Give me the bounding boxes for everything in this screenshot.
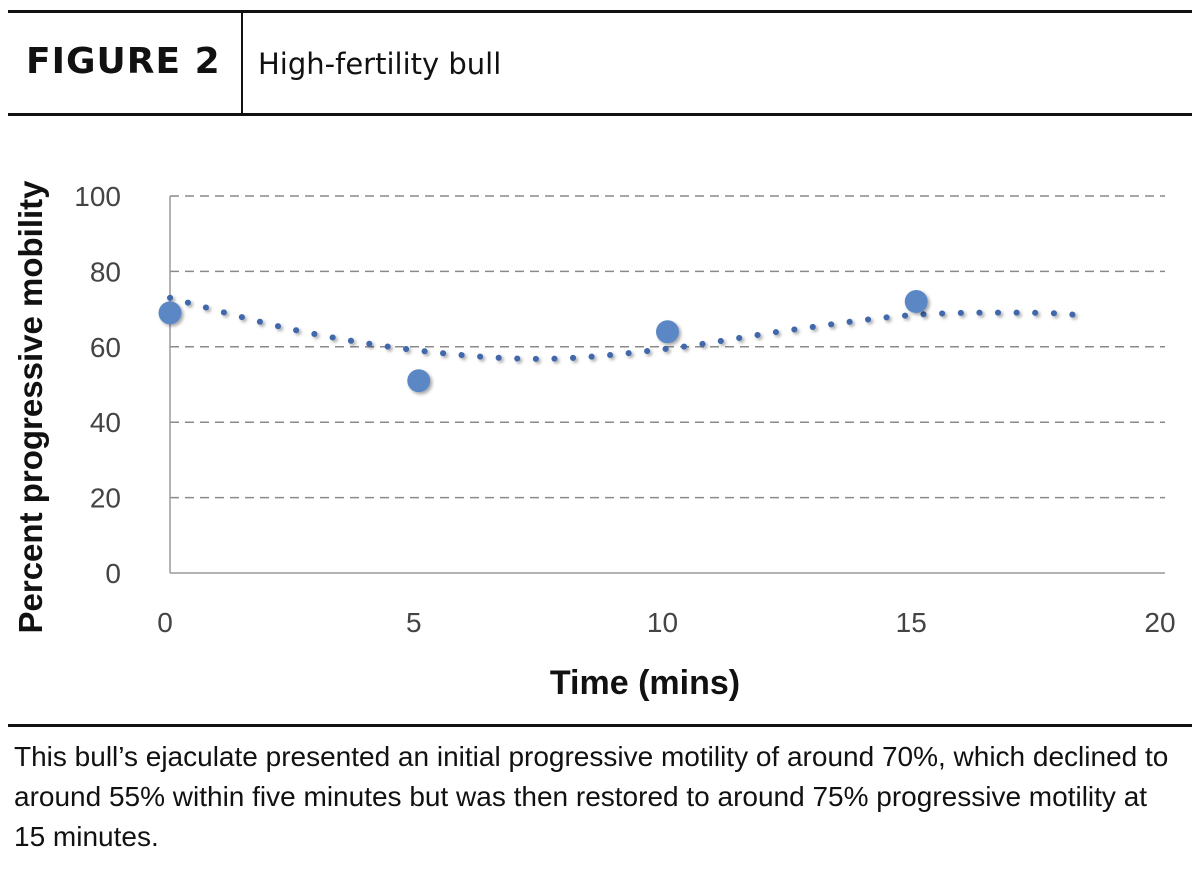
data-point [407,369,431,393]
y-axis-label: Percent progressive mobility [12,180,49,634]
y-tick-label: 0 [105,558,121,589]
header-divider [241,13,243,113]
x-tick-label: 0 [157,607,173,638]
figure-header: FIGURE 2 High-fertility bull [8,10,1192,116]
x-tick-label: 15 [896,607,927,638]
x-tick-label: 5 [406,607,422,638]
data-points [158,290,928,393]
figure-caption: This bull’s ejaculate presented an initi… [14,741,1169,852]
trendline [167,294,1094,362]
x-tick-label: 20 [1144,607,1175,638]
x-tick-label: 10 [647,607,678,638]
x-axis-label: Time (mins) [550,664,740,702]
y-tick-label: 40 [90,407,121,438]
x-tick-labels: 0 5 10 15 20 [157,607,1175,638]
data-point [904,290,928,314]
figure-label: FIGURE 2 [26,41,221,82]
axes [169,196,1165,574]
trendline-path [167,294,1094,362]
chart-svg: 0 20 40 60 80 100 0 5 10 15 20 Percent progressiv… [12,180,1176,702]
y-tick-label: 80 [90,256,121,287]
y-tick-label: 20 [90,483,121,514]
y-tick-labels: 0 20 40 60 80 100 [74,181,121,589]
data-point [656,320,679,344]
caption-divider [8,724,1192,727]
y-tick-label: 100 [74,181,121,212]
data-point [158,301,182,325]
y-tick-label: 60 [90,332,121,363]
figure-title: High-fertility bull [258,47,502,81]
